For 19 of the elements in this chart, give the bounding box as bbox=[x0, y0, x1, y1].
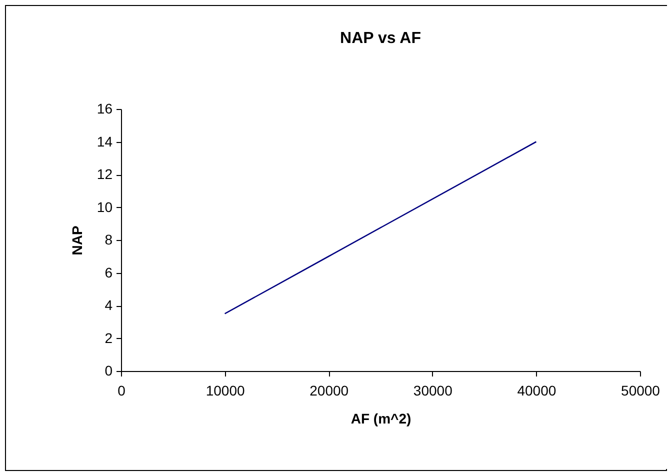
y-tick-label: 0 bbox=[104, 362, 113, 378]
y-tick-label: 14 bbox=[96, 133, 113, 150]
x-tick-label: 10000 bbox=[206, 382, 245, 398]
x-axis-title: AF (m^2) bbox=[350, 410, 412, 426]
y-tick-label: 8 bbox=[104, 232, 113, 248]
y-tick-label: 12 bbox=[96, 166, 113, 182]
y-tick-label: 10 bbox=[96, 198, 113, 215]
x-tick-label: 50000 bbox=[621, 382, 660, 398]
chart-title: NAP vs AF bbox=[340, 30, 422, 47]
y-tick-label: 16 bbox=[96, 100, 113, 116]
x-tick-label: 20000 bbox=[310, 382, 349, 398]
y-tick-label: 6 bbox=[104, 264, 113, 280]
y-axis-title: NAP bbox=[68, 226, 85, 256]
x-tick-label: 0 bbox=[118, 382, 126, 398]
y-tick-label: 4 bbox=[104, 297, 113, 313]
y-tick-label: 2 bbox=[104, 330, 113, 346]
line-series bbox=[224, 141, 537, 314]
x-tick-label: 30000 bbox=[413, 382, 453, 398]
x-tick-label: 40000 bbox=[517, 382, 556, 398]
